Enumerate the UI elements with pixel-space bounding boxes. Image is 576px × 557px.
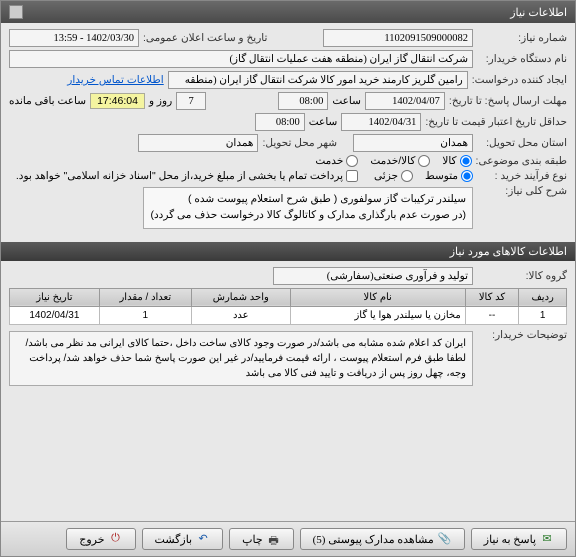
print-button[interactable]: 🖶 چاپ (229, 528, 294, 550)
province-field: همدان (353, 134, 473, 152)
contact-link[interactable]: اطلاعات تماس خریدار (67, 74, 163, 86)
cell-name: مخازن یا سیلندر هوا یا گاز (290, 306, 465, 324)
group-label: گروه کالا: (477, 270, 567, 282)
titlebar: اطلاعات نیاز (1, 1, 575, 23)
buyer-notes-label: توضیحات خریدار: (477, 329, 567, 341)
attachments-button[interactable]: 📎 مشاهده مدارک پیوستی (5) (300, 528, 465, 550)
deadline-date-field: 1402/04/07 (365, 92, 445, 110)
cell-code: -- (465, 306, 519, 324)
at-label-1: ساعت (332, 95, 361, 107)
category-radios: کالا کالا/خدمت خدمت (315, 155, 471, 167)
cell-unit: عدد (191, 306, 290, 324)
countdown-timer: 17:46:04 (90, 93, 145, 109)
need-info-window: اطلاعات نیاز شماره نیاز: 110209150900008… (0, 0, 576, 557)
cell-row: 1 (519, 306, 567, 324)
cell-qty: 1 (99, 306, 191, 324)
window-title: اطلاعات نیاز (510, 6, 567, 19)
radio-goods[interactable]: کالا (442, 155, 471, 167)
at-label-2: ساعت (309, 116, 338, 128)
print-icon: 🖶 (267, 532, 281, 546)
need-no-label: شماره نیاز: (477, 32, 567, 44)
days-label: روز و (149, 95, 172, 107)
radio-service-input[interactable] (346, 155, 358, 167)
reply-icon: ✉ (540, 532, 554, 546)
radio-medium-input[interactable] (461, 170, 473, 182)
table-header-row: ردیف کد کالا نام کالا واحد شمارش تعداد /… (10, 288, 567, 306)
th-row: ردیف (519, 288, 567, 306)
deadline-time-field: 08:00 (278, 92, 328, 110)
th-qty: تعداد / مقدار (99, 288, 191, 306)
goods-area: گروه کالا: تولید و فرآوری صنعتی(سفارشی) … (1, 261, 575, 397)
goods-table: ردیف کد کالا نام کالا واحد شمارش تعداد /… (9, 288, 567, 325)
public-time-field: 1402/03/30 - 13:59 (9, 29, 139, 47)
validity-time-field: 08:00 (255, 113, 305, 131)
close-icon[interactable] (9, 5, 23, 19)
need-no-field: 1102091509000082 (323, 29, 473, 47)
creator-label: ایجاد کننده درخواست: (472, 74, 567, 86)
category-label: طبقه بندی موضوعی: (476, 155, 567, 167)
radio-small-input[interactable] (401, 170, 413, 182)
buyer-notes-box: ایران کد اعلام شده مشابه می باشد/در صورت… (9, 331, 473, 386)
buyer-org-label: نام دستگاه خریدار: (477, 53, 567, 65)
radio-goods-service[interactable]: کالا/خدمت (370, 155, 430, 167)
radio-goods-input[interactable] (460, 155, 472, 167)
back-button[interactable]: ↶ بازگشت (142, 528, 224, 550)
treasury-checkbox[interactable]: پرداخت تمام یا بخشی از مبلغ خرید،از محل … (16, 170, 358, 182)
process-label: نوع فرآیند خرید : (477, 170, 567, 182)
attachment-icon: 📎 (438, 532, 452, 546)
deadline-label: مهلت ارسال پاسخ: تا تاریخ: (449, 95, 567, 107)
process-radios: متوسط جزئی (374, 170, 473, 182)
th-code: کد کالا (465, 288, 519, 306)
radio-service[interactable]: خدمت (315, 155, 358, 167)
city-label: شهر محل تحویل: (262, 137, 337, 149)
days-left-field: 7 (176, 92, 206, 110)
timer-label: ساعت باقی مانده (9, 95, 86, 107)
group-field: تولید و فرآوری صنعتی(سفارشی) (273, 267, 473, 285)
radio-small[interactable]: جزئی (374, 170, 413, 182)
form-area: شماره نیاز: 1102091509000082 تاریخ و ساع… (1, 23, 575, 240)
validity-label: حداقل تاریخ اعتبار قیمت تا تاریخ: (425, 116, 567, 128)
buyer-org-field: شرکت انتقال گاز ایران (منطقه هفت عملیات … (9, 50, 473, 68)
validity-date-field: 1402/04/31 (341, 113, 421, 131)
public-time-label: تاریخ و ساعت اعلان عمومی: (143, 32, 267, 44)
cell-date: 1402/04/31 (10, 306, 100, 324)
exit-icon: ⏻ (109, 532, 123, 546)
th-date: تاریخ نیاز (10, 288, 100, 306)
th-unit: واحد شمارش (191, 288, 290, 306)
table-row[interactable]: 1 -- مخازن یا سیلندر هوا یا گاز عدد 1 14… (10, 306, 567, 324)
goods-section-header: اطلاعات کالاهای مورد نیاز (1, 242, 575, 261)
footer-bar: ✉ پاسخ به نیاز 📎 مشاهده مدارک پیوستی (5)… (1, 521, 575, 556)
need-summary-label: شرح کلی نیاز: (477, 185, 567, 197)
th-name: نام کالا (290, 288, 465, 306)
back-icon: ↶ (196, 532, 210, 546)
treasury-checkbox-input[interactable] (346, 170, 358, 182)
radio-medium[interactable]: متوسط (425, 170, 473, 182)
creator-field: رامین گلریز کارمند خرید امور کالا شرکت ا… (168, 71, 468, 89)
reply-button[interactable]: ✉ پاسخ به نیاز (471, 528, 567, 550)
radio-goods-service-input[interactable] (418, 155, 430, 167)
exit-button[interactable]: ⏻ خروج (66, 528, 135, 550)
need-summary-box: سیلندر ترکیبات گاز سولفوری ( طبق شرح است… (143, 187, 473, 229)
province-label: استان محل تحویل: (477, 137, 567, 149)
city-field: همدان (138, 134, 258, 152)
